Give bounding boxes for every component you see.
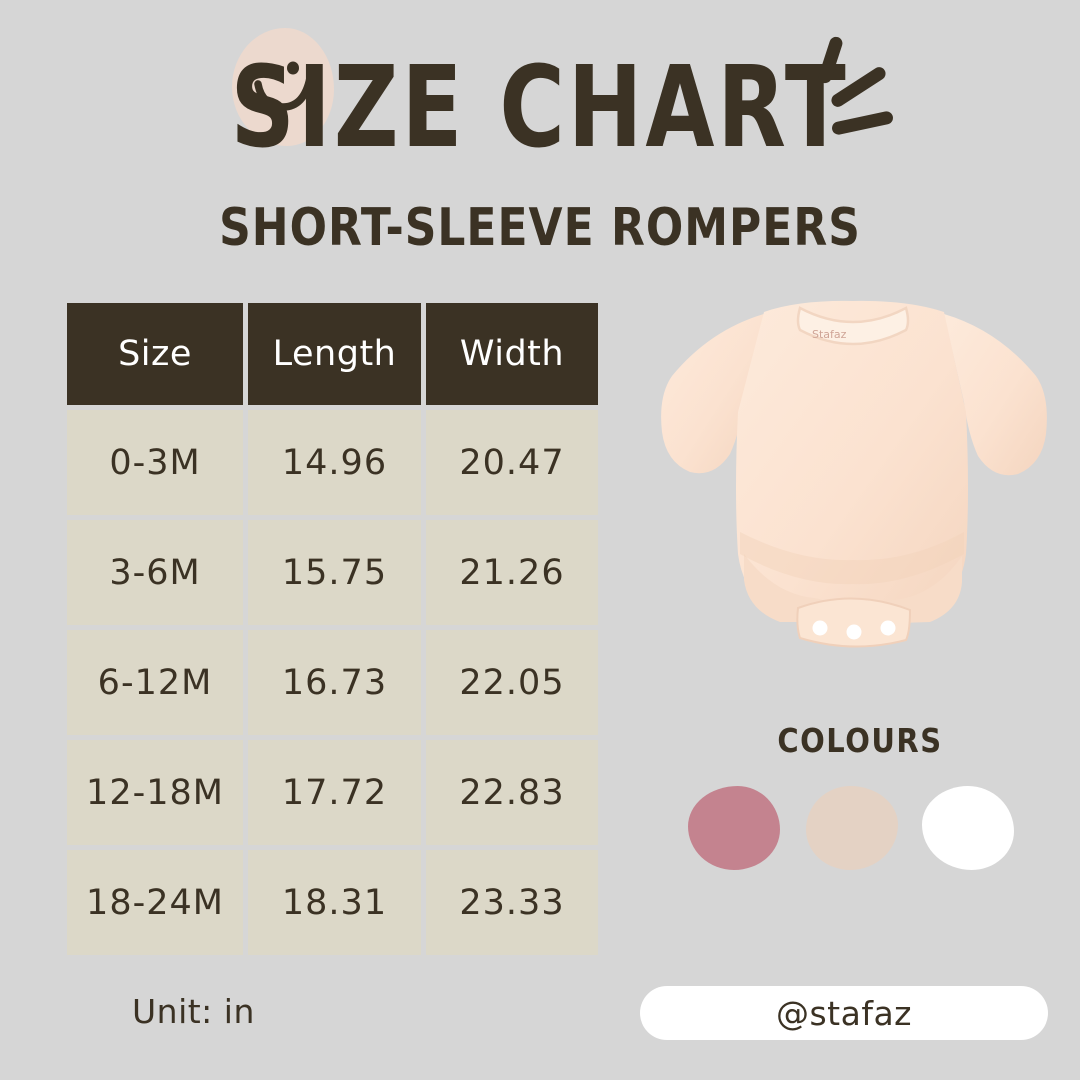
table-row: 12-18M 17.72 22.83 — [67, 740, 598, 845]
cell-length: 15.75 — [248, 520, 421, 625]
cell-length: 17.72 — [248, 740, 421, 845]
unit-label: Unit: in — [132, 992, 255, 1031]
body-shadow — [740, 532, 964, 585]
table-row: 0-3M 14.96 20.47 — [67, 410, 598, 515]
colours-heading: COLOURS — [777, 722, 943, 761]
neck-brand-label: Stafaz — [812, 328, 847, 341]
cell-width: 21.26 — [426, 520, 598, 625]
cell-size: 18-24M — [67, 850, 243, 955]
cell-width: 23.33 — [426, 850, 598, 955]
page-title: SIZE CHART — [230, 42, 850, 173]
smiley-face-icon — [254, 61, 314, 111]
cell-size: 12-18M — [67, 740, 243, 845]
smiley-blob-background — [232, 28, 334, 146]
snap-button — [846, 624, 862, 640]
cell-length: 16.73 — [248, 630, 421, 735]
social-handle-pill[interactable]: @stafaz — [640, 986, 1048, 1040]
snap-button — [880, 620, 896, 636]
table-row: 18-24M 18.31 23.33 — [67, 850, 598, 955]
size-chart-table: Size Length Width 0-3M 14.96 20.47 3-6M … — [67, 303, 598, 955]
table-row: 6-12M 16.73 22.05 — [67, 630, 598, 735]
cell-length: 14.96 — [248, 410, 421, 515]
cell-width: 20.47 — [426, 410, 598, 515]
product-photo-romper — [661, 300, 1047, 648]
sparkle-burst-icon — [818, 36, 893, 135]
table-header-row: Size Length Width — [67, 303, 598, 405]
romper-body — [736, 300, 968, 625]
cell-size: 0-3M — [67, 410, 243, 515]
cell-width: 22.83 — [426, 740, 598, 845]
left-sleeve — [661, 314, 764, 474]
cell-size: 6-12M — [67, 630, 243, 735]
colour-swatch-peach-beige[interactable] — [806, 786, 898, 870]
cell-length: 18.31 — [248, 850, 421, 955]
title-row: SIZE CHART — [0, 51, 1080, 163]
table-row: 3-6M 15.75 21.26 — [67, 520, 598, 625]
social-handle-text: @stafaz — [775, 993, 912, 1033]
snap-placket — [796, 597, 912, 648]
column-header-length: Length — [248, 303, 421, 405]
column-header-size: Size — [67, 303, 243, 405]
cell-width: 22.05 — [426, 630, 598, 735]
colour-swatch-dusty-rose[interactable] — [688, 786, 780, 870]
right-sleeve — [944, 314, 1047, 476]
cell-size: 3-6M — [67, 520, 243, 625]
neck-collar — [796, 306, 910, 346]
page-header: SIZE CHART SHORT-SLEEVE ROMPERS — [0, 0, 1080, 280]
page-subtitle: SHORT-SLEEVE ROMPERS — [219, 198, 861, 259]
snap-button — [812, 620, 828, 636]
column-header-width: Width — [426, 303, 598, 405]
colour-swatch-row — [688, 786, 1032, 872]
colour-swatch-white[interactable] — [922, 786, 1014, 870]
